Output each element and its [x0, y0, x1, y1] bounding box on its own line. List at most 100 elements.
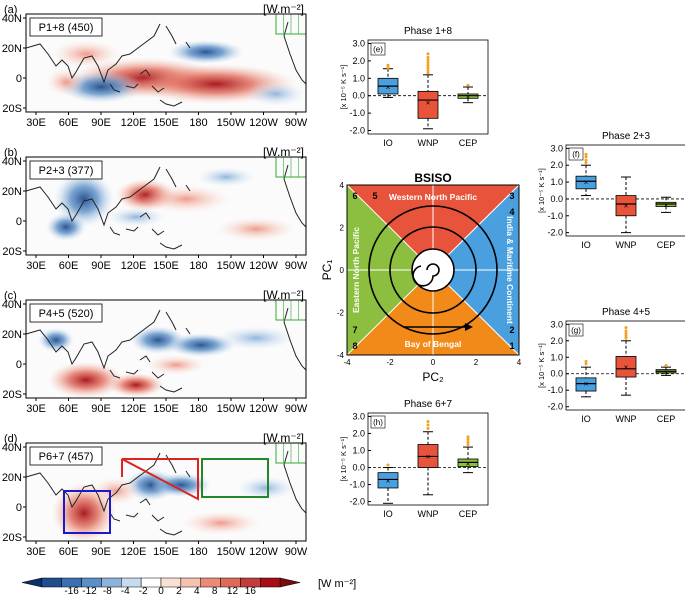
lon-tick-label: 120E [121, 260, 147, 272]
region-label-top: Western North Pacific [389, 192, 477, 202]
box-wnp [615, 356, 637, 378]
coastline [159, 528, 183, 536]
y-tick-label: -4 [337, 351, 345, 360]
coastline [26, 166, 161, 227]
lon-tick-label: 30E [26, 260, 46, 272]
outlier-point [426, 68, 430, 72]
y-axis-label: PC₁ [320, 260, 334, 281]
lon-tick-label: 180 [189, 117, 207, 129]
lat-tick-label: 20S [2, 246, 22, 258]
y-axis-label: [x 10⁻⁵ K s⁻¹] [537, 168, 546, 213]
y-tick-label: -1.0 [547, 385, 563, 395]
lat-tick-label: 20S [2, 532, 22, 544]
y-tick-label: -2.0 [349, 497, 365, 507]
phase-label: P6+7 (457) [39, 451, 94, 463]
lat-tick-label: 20N [2, 329, 22, 341]
outlier-point [624, 334, 628, 338]
mean-marker: × [624, 202, 629, 211]
cep-region-box [201, 458, 269, 498]
box-wnp [615, 195, 637, 217]
lat-tick-label: 40N [2, 299, 22, 311]
outlier-point [584, 359, 588, 363]
plot-letter-box [568, 147, 584, 161]
colorbar-tick-label: -12 [82, 586, 97, 594]
box-plots: -2.0 -1.0 0.0 1.0 2.0 3.0 Phase 1+8 (e) [x 10⁻⁵ … [339, 26, 685, 519]
y-tick-label: 1.0 [352, 445, 365, 455]
mean-marker: × [466, 459, 471, 468]
coastline [159, 99, 183, 107]
plot-title: Phase 4+5 [602, 307, 651, 318]
phase-number: 3 [509, 191, 514, 201]
y-tick-label: 2 [340, 224, 345, 233]
mean-marker: × [584, 178, 589, 187]
anomaly-blob [48, 362, 124, 398]
lon-tick-label: 90W [285, 260, 308, 272]
y-tick-label: 2.0 [550, 160, 563, 170]
lon-tick-label: 120E [121, 546, 147, 558]
colorbar-arrow-right [279, 577, 301, 588]
bsiso-frame [346, 184, 520, 356]
plot-letter: (f) [572, 150, 580, 159]
outlier-point [426, 61, 430, 65]
spiral-center [412, 263, 440, 287]
box-io [377, 472, 399, 489]
y-tick-label: 1.0 [550, 177, 563, 187]
mean-marker: × [386, 476, 391, 485]
anomaly-blob [151, 473, 211, 497]
lon-tick-label: 150E [153, 403, 179, 415]
coastline [165, 311, 191, 335]
outlier-point [624, 336, 628, 340]
y-tick-label: 3.0 [352, 411, 365, 421]
units-label: [W.m⁻²] [263, 288, 304, 302]
box-wnp [417, 90, 439, 119]
plot-letter: (e) [373, 45, 383, 54]
bsiso-phase-diagram: Western North Pacific Bay of Bengal Easter… [320, 171, 522, 384]
io-region-box [63, 490, 111, 534]
phase-label: P4+5 (520) [39, 308, 94, 320]
wnp-region-box [121, 458, 199, 501]
colorbar-tick-label: 8 [212, 586, 218, 594]
plot-letter-box [568, 323, 584, 337]
lon-tick-label: 90E [91, 117, 111, 129]
anomaly-blob [146, 355, 206, 375]
phase-label-box [29, 160, 103, 180]
lon-tick-label: 90W [285, 546, 308, 558]
anomaly-blob [141, 185, 231, 213]
lon-tick-label: 150W [217, 546, 246, 558]
outlier-point [426, 52, 430, 56]
x-tick-label: 4 [517, 358, 522, 367]
boxplot-e: -2.0 -1.0 0.0 1.0 2.0 3.0 Phase 1+8 (e) [x 10⁻⁵ … [339, 26, 489, 148]
y-axis-label: [x 10⁻⁵ K s⁻¹] [339, 437, 348, 482]
y-axis-label: [x 10⁻⁵ K s⁻¹] [537, 343, 546, 388]
lon-tick-label: 90E [91, 403, 111, 415]
boxplot-g: -2.0 -1.0 0.0 1.0 2.0 3.0 Phase 4+5 (g) [x 10⁻⁵ … [537, 307, 685, 424]
outlier-point [466, 83, 470, 87]
anomaly-blob [46, 213, 86, 241]
y-tick-label: 1.0 [550, 352, 563, 362]
mean-marker: × [664, 201, 669, 210]
coastline [165, 168, 191, 192]
y-tick-label: -2.0 [547, 228, 563, 238]
outlier-point [386, 66, 390, 70]
lon-tick-label: 90W [285, 403, 308, 415]
map-panel-a: 40N 20N 0 20S 30E 60E 90E 120E 150E 180 150W 120W 90… [2, 2, 308, 129]
lon-tick-label: 60E [59, 546, 79, 558]
anomaly-field [26, 300, 306, 398]
category-label: CEP [459, 138, 478, 148]
lon-tick-label: 180 [189, 403, 207, 415]
colorbar-tick-label: 2 [176, 586, 182, 594]
y-tick-label: -2.0 [349, 126, 365, 136]
center-circle [412, 249, 454, 291]
outlier-point [584, 158, 588, 162]
anomaly-blob [216, 326, 296, 350]
anomaly-field [26, 14, 306, 107]
coastline [26, 23, 161, 84]
phase-number: 6 [352, 191, 357, 201]
anomaly-blob [168, 40, 244, 64]
phase-number: 4 [509, 207, 514, 217]
units-label: [W.m⁻²] [263, 145, 304, 159]
outlier-point [386, 63, 390, 67]
phase-label-box [29, 446, 103, 466]
